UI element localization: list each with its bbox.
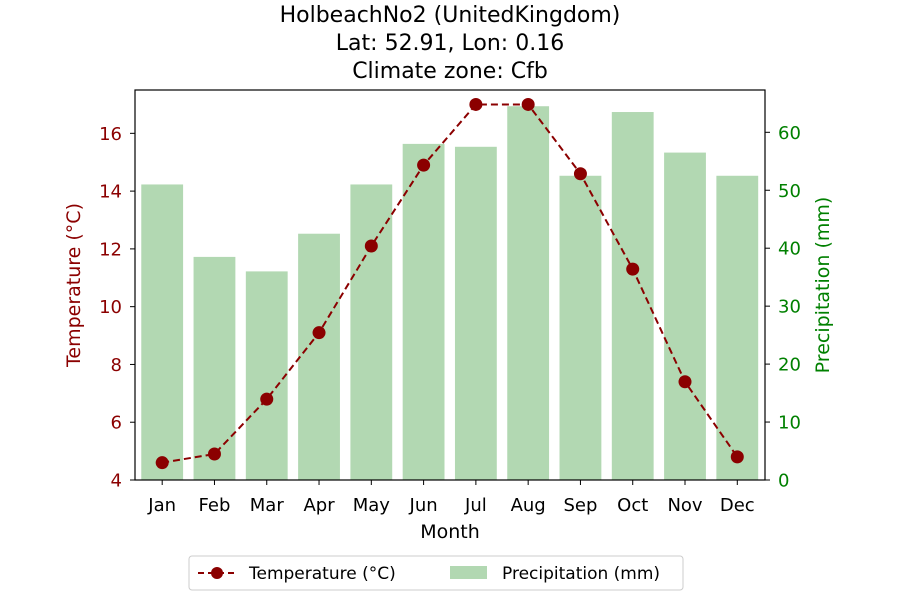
temperature-point-apr — [312, 326, 326, 340]
legend-box — [188, 555, 684, 591]
right-tick-label: 30 — [778, 297, 801, 318]
x-tick-label: Sep — [563, 495, 597, 516]
x-tick-label: Aug — [511, 495, 546, 516]
chart-title: HolbeachNo2 (UnitedKingdom) Lat: 52.91, … — [280, 3, 621, 84]
temperature-point-oct — [626, 262, 640, 276]
right-tick-label: 60 — [778, 123, 801, 144]
x-tick-label: Apr — [303, 495, 335, 516]
x-tick-label: Jun — [409, 495, 438, 516]
x-tick-label: Nov — [667, 495, 702, 516]
x-tick-label: Oct — [617, 495, 648, 516]
temperature-point-aug — [521, 97, 535, 111]
x-tick-label: Jul — [464, 495, 487, 516]
temperature-point-mar — [260, 392, 274, 406]
precipitation-bar-apr — [298, 233, 340, 480]
temperature-point-sep — [573, 167, 587, 181]
right-tick-label: 10 — [778, 413, 801, 434]
left-tick-label: 16 — [99, 124, 122, 145]
temperature-point-may — [364, 239, 378, 253]
temperature-line-series — [155, 97, 744, 470]
x-tick-label: Feb — [199, 495, 231, 516]
legend-precipitation-swatch — [450, 566, 487, 579]
precipitation-bar-jan — [141, 184, 184, 481]
temperature-line — [162, 103, 739, 464]
x-tick-label: May — [353, 495, 391, 516]
temperature-point-jun — [417, 158, 431, 172]
right-tick-label: 40 — [778, 239, 801, 260]
left-axis-ticks: 4 6 8 10 12 14 16 — [99, 124, 135, 492]
title-line-2: Lat: 52.91, Lon: 0.16 — [336, 31, 564, 56]
x-tick-label: Dec — [720, 495, 755, 516]
left-tick-label: 4 — [111, 471, 122, 492]
plot-frame — [134, 89, 766, 481]
legend-temperature-marker — [211, 567, 223, 579]
title-line-3: Climate zone: Cfb — [352, 59, 548, 84]
precipitation-bar-aug — [507, 106, 550, 480]
legend-temperature-label: Temperature (°C) — [248, 564, 396, 584]
precipitation-bar-nov — [664, 152, 706, 480]
left-tick-label: 8 — [111, 355, 122, 376]
legend-precipitation-label: Precipitation (mm) — [502, 564, 660, 584]
x-tick-label: Jan — [147, 495, 176, 516]
temperature-point-nov — [678, 375, 692, 389]
left-tick-label: 10 — [99, 297, 122, 318]
x-axis-label: Month — [420, 521, 480, 543]
precipitation-bar-jul — [454, 146, 497, 480]
precipitation-bar-jun — [402, 143, 445, 481]
x-tick-label: Mar — [250, 495, 285, 516]
right-axis-label: Precipitation (mm) — [812, 197, 834, 374]
left-tick-label: 14 — [99, 182, 122, 203]
title-line-1: HolbeachNo2 (UnitedKingdom) — [280, 3, 621, 28]
precipitation-bar-may — [350, 184, 393, 481]
legend: Temperature (°C) Precipitation (mm) — [188, 555, 684, 591]
precipitation-bar-mar — [245, 271, 288, 480]
right-axis-ticks: 0 10 20 30 40 50 60 — [765, 123, 801, 492]
temperature-point-feb — [207, 447, 221, 461]
temperature-point-jan — [155, 456, 169, 470]
right-tick-label: 0 — [778, 471, 789, 492]
right-tick-label: 50 — [778, 181, 801, 202]
temperature-point-dec — [730, 450, 744, 464]
precipitation-bar-oct — [611, 112, 654, 480]
precipitation-bars — [141, 106, 759, 481]
right-tick-label: 20 — [778, 355, 801, 376]
left-axis-label: Temperature (°C) — [63, 203, 85, 368]
temperature-point-jul — [469, 97, 483, 111]
left-tick-label: 6 — [111, 413, 122, 434]
left-tick-label: 12 — [99, 239, 122, 260]
precipitation-bar-sep — [559, 175, 602, 480]
x-axis-ticks: Jan Feb Mar Apr May Jun Jul Aug Sep Oct Nov Dec — [147, 480, 755, 516]
precipitation-bar-dec — [716, 175, 759, 480]
precipitation-bar-feb — [193, 256, 236, 480]
